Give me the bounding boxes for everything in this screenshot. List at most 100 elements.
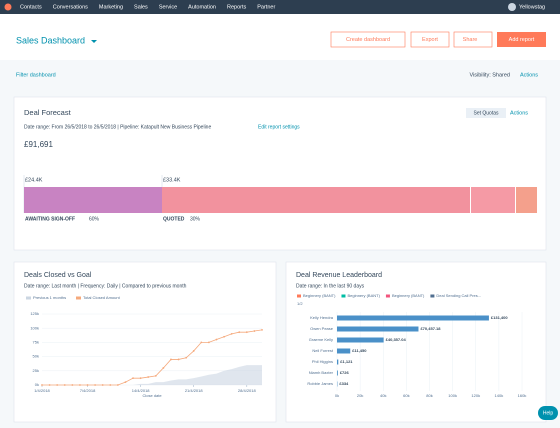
legend-label: Total Closed Amount [83, 295, 121, 300]
nav-item[interactable]: Contacts [20, 4, 42, 10]
point [192, 350, 195, 352]
x-tick-label: 28/4/2018 [238, 388, 257, 393]
point [207, 341, 210, 344]
segment [516, 187, 537, 213]
y-tick-label: 75k [33, 339, 39, 344]
legend-page[interactable]: 1/2 [297, 301, 303, 306]
bar [337, 359, 339, 365]
create-button[interactable] [330, 31, 406, 48]
x-tick-label: 120k [471, 393, 480, 398]
point [200, 341, 203, 344]
x-tick-label: 7/4/2018 [80, 388, 96, 393]
point [170, 358, 172, 361]
point [223, 335, 225, 338]
forecast-range: Date range: From 26/5/2018 to 26/5/2018 … [24, 124, 211, 130]
export-button[interactable] [410, 31, 450, 48]
help-button[interactable] [538, 406, 558, 420]
nav-item[interactable]: Automation [188, 4, 216, 10]
segment-name: QUOTED [163, 216, 185, 222]
x-tick-label: 80k [426, 393, 432, 398]
row-label: Kelly Hendra [310, 315, 334, 320]
closed-card [13, 261, 277, 423]
y-tick-label: 25k [33, 368, 39, 373]
actions-menu[interactable]: Actions [520, 72, 538, 78]
leaderboard-title: Deal Revenue Leaderboard [296, 272, 382, 279]
x-tick-label: 160k [518, 393, 527, 398]
row-label: Owen Pease [310, 326, 334, 331]
point [101, 384, 104, 386]
x-tick-label: 140k [495, 393, 504, 398]
x-tick-label: 60k [403, 393, 409, 398]
point [41, 384, 43, 386]
point [109, 384, 112, 386]
segment-pct: 30% [190, 216, 201, 222]
quota-button[interactable] [466, 108, 506, 118]
nav-item[interactable]: Reports [227, 4, 247, 10]
share-button[interactable] [453, 31, 493, 48]
nav-item[interactable]: Conversations [53, 4, 88, 10]
x-tick-label: 40k [380, 393, 386, 398]
segment-pct: 60% [89, 216, 100, 222]
segment [24, 187, 162, 213]
nav-item[interactable]: Marketing [99, 4, 123, 10]
value-label: £1,121 [340, 359, 353, 364]
nav-item[interactable]: Service [159, 4, 177, 10]
row-label: Phil Higgins [312, 359, 333, 364]
forecast-actions[interactable]: Actions [510, 110, 528, 116]
dashboard-title[interactable]: Sales Dashboard [16, 35, 85, 45]
x-tick-label: 1/4/2018 [34, 388, 50, 393]
row-label: Robbie James [307, 381, 333, 386]
user-menu[interactable]: Yellowstag [519, 4, 545, 10]
point [154, 375, 157, 377]
bar [337, 337, 384, 343]
value-label: £11,450 [352, 348, 367, 353]
nav-item[interactable]: Partner [257, 4, 275, 10]
point [238, 331, 241, 334]
closed-title: Deals Closed vs Goal [24, 272, 92, 279]
point [124, 381, 127, 384]
legend-label: Beginnery (BANT) [347, 293, 380, 298]
point [86, 384, 89, 386]
y-tick-label: 100k [30, 325, 39, 330]
closed-subtitle: Date range: Last month | Frequency: Dail… [24, 283, 187, 289]
bar [337, 370, 338, 376]
point [253, 330, 256, 332]
point [215, 338, 218, 341]
point [139, 377, 142, 380]
point [177, 358, 180, 361]
leaderboard-subtitle: Date range: In the last 90 days [296, 283, 365, 289]
avatar[interactable] [508, 3, 516, 11]
point [48, 384, 51, 386]
x-tick-label: 0k [335, 393, 339, 398]
point [162, 367, 165, 369]
legend-label: Beginnery (BANT) [303, 293, 336, 298]
point [132, 377, 134, 380]
legend-swatch [76, 296, 81, 300]
x-tick-label: 100k [448, 393, 457, 398]
nav-item[interactable]: Sales [134, 4, 148, 10]
bar [337, 348, 351, 354]
help-label: Help [543, 410, 554, 416]
filter-link[interactable]: Filter dashboard [16, 72, 56, 78]
segment-name: AWAITING SIGN-OFF [25, 216, 75, 222]
leaderboard-card [285, 261, 547, 423]
y-tick-label: 0k [35, 382, 39, 387]
add-button[interactable] [497, 32, 546, 47]
row-label: Neil Forrest [312, 348, 334, 353]
visibility[interactable]: Visibility: Shared [469, 72, 510, 78]
legend-swatch [385, 294, 390, 298]
point [116, 384, 119, 386]
value-label: £334 [339, 381, 349, 386]
x-tick-label: 21/4/2018 [185, 388, 204, 393]
point [71, 384, 74, 386]
add-label: Add report [509, 37, 535, 43]
series-line [42, 329, 263, 386]
caret [91, 40, 97, 43]
series-line [42, 365, 262, 385]
point [230, 332, 233, 335]
point [245, 331, 248, 334]
edit-link[interactable]: Edit report settings [258, 124, 300, 130]
point [63, 384, 66, 386]
x-tick-label: 20k [357, 393, 363, 398]
